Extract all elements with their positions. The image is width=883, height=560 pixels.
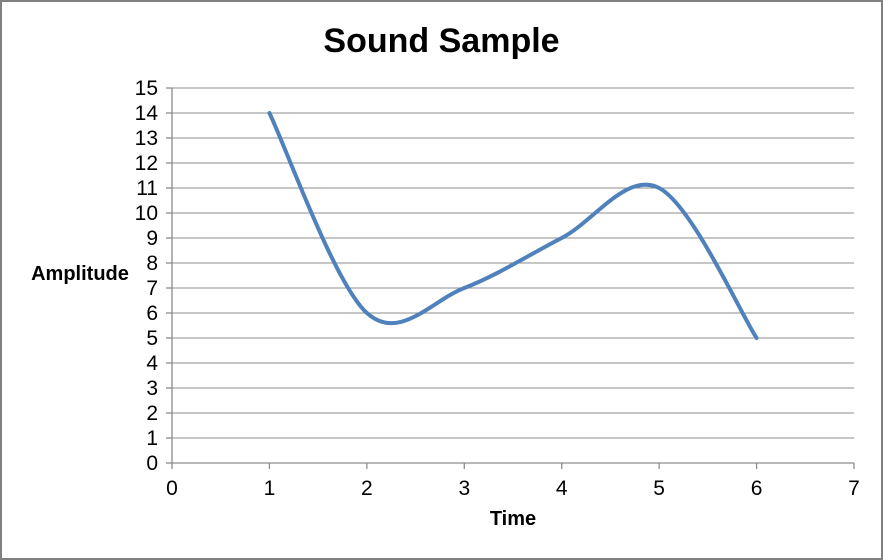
x-tick-label: 2 xyxy=(361,477,373,500)
y-tick-label: 8 xyxy=(146,252,158,275)
series-line xyxy=(267,111,759,340)
y-tick-label: 10 xyxy=(135,202,158,225)
y-tick-label: 14 xyxy=(135,102,159,125)
y-tick-label: 6 xyxy=(146,302,158,325)
x-tick-label: 5 xyxy=(653,477,665,500)
tick-marks xyxy=(166,87,855,469)
chart-title: Sound Sample xyxy=(323,22,560,60)
y-tick-label: 13 xyxy=(135,127,158,150)
x-tick-label: 1 xyxy=(264,477,276,500)
axes xyxy=(171,88,854,464)
y-tick-label: 2 xyxy=(146,402,158,425)
x-axis-title: Time xyxy=(489,508,537,530)
y-tick-label: 9 xyxy=(146,227,158,250)
y-tick-label: 15 xyxy=(135,77,158,100)
y-tick-label: 4 xyxy=(146,352,158,375)
y-tick-label: 11 xyxy=(136,177,158,200)
y-tick-label: 3 xyxy=(146,377,158,400)
y-tick-label: 7 xyxy=(146,277,158,300)
x-tick-label: 3 xyxy=(458,477,470,500)
x-tick-label: 7 xyxy=(848,477,860,500)
y-tick-label: 1 xyxy=(146,427,158,450)
y-tick-label: 0 xyxy=(146,452,158,475)
x-tick-label: 6 xyxy=(751,477,763,500)
y-tick-label: 5 xyxy=(146,327,158,350)
x-tick-label: 0 xyxy=(166,477,178,500)
y-axis-title: Amplitude xyxy=(31,263,129,285)
y-tick-label: 12 xyxy=(135,152,158,175)
x-tick-label: 4 xyxy=(556,477,568,500)
